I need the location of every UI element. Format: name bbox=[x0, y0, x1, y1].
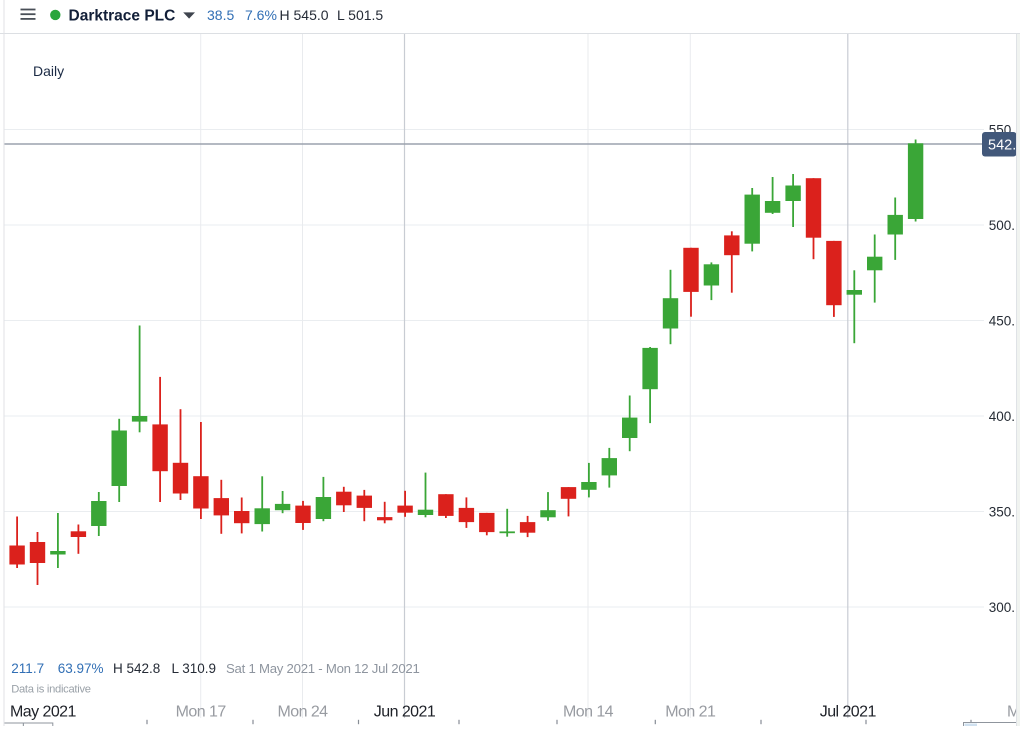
svg-text:May 2021: May 2021 bbox=[10, 704, 77, 721]
svg-text:Data is indicative: Data is indicative bbox=[11, 684, 91, 696]
svg-text:L 501.5: L 501.5 bbox=[337, 7, 383, 23]
svg-text:Darktrace PLC: Darktrace PLC bbox=[69, 8, 176, 25]
svg-text:Mon 24: Mon 24 bbox=[277, 704, 328, 721]
svg-text:Daily: Daily bbox=[33, 63, 64, 79]
svg-text:Mon 14: Mon 14 bbox=[563, 704, 614, 721]
svg-text:Jun 2021: Jun 2021 bbox=[374, 704, 436, 721]
svg-text:450.: 450. bbox=[989, 313, 1015, 328]
svg-text:L 310.9: L 310.9 bbox=[172, 661, 217, 676]
svg-text:Sat 1 May 2021 - Mon 12 Jul 20: Sat 1 May 2021 - Mon 12 Jul 2021 bbox=[226, 661, 420, 676]
svg-text:Mon 21: Mon 21 bbox=[665, 704, 716, 721]
svg-text:211.7: 211.7 bbox=[11, 661, 44, 676]
svg-text:300.: 300. bbox=[989, 600, 1015, 615]
svg-text:350.: 350. bbox=[989, 504, 1015, 519]
svg-text:7.6%: 7.6% bbox=[245, 7, 277, 23]
svg-text:38.5: 38.5 bbox=[207, 7, 234, 23]
svg-text:63.97%: 63.97% bbox=[58, 661, 104, 676]
svg-text:H 545.0: H 545.0 bbox=[280, 7, 329, 23]
svg-text:400.: 400. bbox=[989, 409, 1015, 424]
svg-text:Jul 2021: Jul 2021 bbox=[820, 704, 877, 721]
svg-text:542.: 542. bbox=[988, 138, 1016, 154]
svg-text:Mon 17: Mon 17 bbox=[176, 704, 227, 721]
svg-text:500.: 500. bbox=[989, 218, 1015, 233]
svg-text:H 542.8: H 542.8 bbox=[113, 661, 160, 676]
